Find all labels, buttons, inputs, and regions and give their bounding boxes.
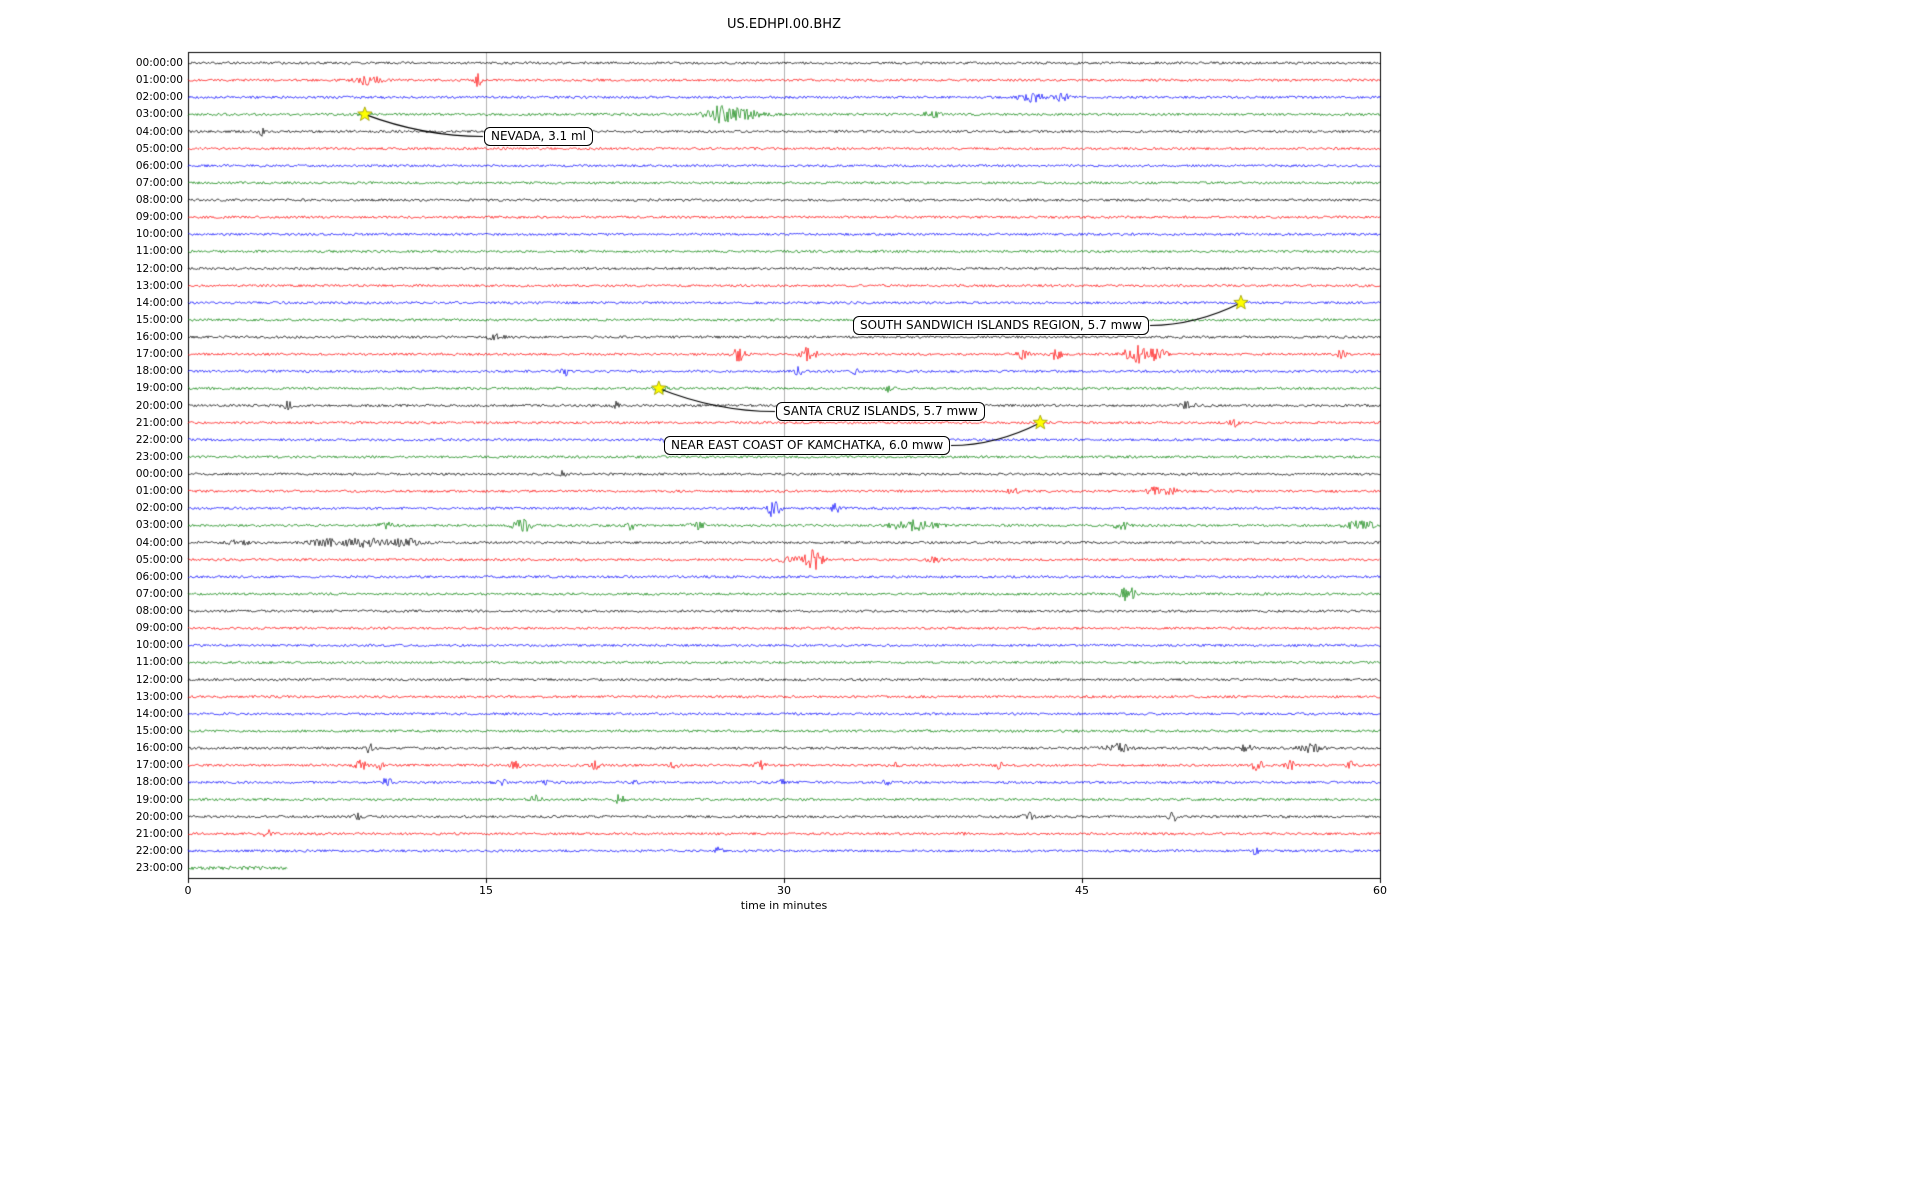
row-time-label: 15:00:00 [135, 724, 183, 737]
row-time-label: 20:00:00 [135, 810, 183, 823]
x-tick-label: 0 [184, 884, 192, 897]
row-time-label: 19:00:00 [135, 382, 183, 395]
row-time-label: 08:00:00 [135, 605, 183, 618]
row-time-label: 21:00:00 [135, 827, 183, 840]
row-time-label: 03:00:00 [135, 519, 183, 532]
row-time-label: 01:00:00 [135, 485, 183, 498]
x-tick-label: 30 [777, 884, 791, 897]
row-time-label: 14:00:00 [135, 707, 183, 720]
row-time-label: 17:00:00 [135, 759, 183, 772]
row-time-label: 21:00:00 [135, 416, 183, 429]
row-time-label: 11:00:00 [135, 656, 183, 669]
chart-title: US.EDHPI.00.BHZ [727, 17, 841, 32]
row-time-label: 07:00:00 [135, 587, 183, 600]
row-time-label: 02:00:00 [135, 91, 183, 104]
row-time-label: 11:00:00 [135, 245, 183, 258]
row-time-label: 23:00:00 [135, 862, 183, 875]
row-time-label: 10:00:00 [135, 228, 183, 241]
row-time-label: 16:00:00 [135, 331, 183, 344]
row-time-label: 15:00:00 [135, 313, 183, 326]
row-time-label: 14:00:00 [135, 296, 183, 309]
x-tick-label: 15 [479, 884, 493, 897]
event-label-santa-cruz: SANTA CRUZ ISLANDS, 5.7 mww [776, 402, 985, 421]
row-time-label: 18:00:00 [135, 365, 183, 378]
x-tick-label: 60 [1373, 884, 1387, 897]
row-time-label: 19:00:00 [135, 793, 183, 806]
row-time-label: 00:00:00 [135, 468, 183, 481]
row-time-label: 16:00:00 [135, 742, 183, 755]
row-time-label: 12:00:00 [135, 262, 183, 275]
row-time-label: 22:00:00 [135, 844, 183, 857]
x-axis-label: time in minutes [740, 899, 828, 912]
row-time-label: 07:00:00 [135, 176, 183, 189]
row-time-label: 06:00:00 [135, 159, 183, 172]
row-time-label: 08:00:00 [135, 194, 183, 207]
row-time-label: 18:00:00 [135, 776, 183, 789]
row-time-label: 06:00:00 [135, 570, 183, 583]
row-time-label: 04:00:00 [135, 125, 183, 138]
row-time-label: 20:00:00 [135, 399, 183, 412]
event-label-kamchatka: NEAR EAST COAST OF KAMCHATKA, 6.0 mww [664, 436, 951, 455]
row-time-label: 04:00:00 [135, 536, 183, 549]
row-time-label: 09:00:00 [135, 622, 183, 635]
row-time-label: 10:00:00 [135, 639, 183, 652]
event-label-south-sandwich: SOUTH SANDWICH ISLANDS REGION, 5.7 mww [853, 316, 1149, 335]
event-label-nevada: NEVADA, 3.1 ml [484, 127, 593, 146]
x-tick-label: 45 [1075, 884, 1089, 897]
row-time-label: 03:00:00 [135, 108, 183, 121]
row-time-label: 00:00:00 [135, 57, 183, 69]
row-time-label: 09:00:00 [135, 211, 183, 224]
row-time-label: 13:00:00 [135, 279, 183, 292]
row-time-label: 17:00:00 [135, 348, 183, 361]
row-time-label: 02:00:00 [135, 502, 183, 515]
row-time-label: 05:00:00 [135, 553, 183, 566]
row-time-label: 05:00:00 [135, 142, 183, 155]
row-time-label: 12:00:00 [135, 673, 183, 686]
row-time-label: 23:00:00 [135, 450, 183, 463]
row-time-label: 22:00:00 [135, 433, 183, 446]
row-time-label: 13:00:00 [135, 690, 183, 703]
row-time-label: 01:00:00 [135, 74, 183, 87]
